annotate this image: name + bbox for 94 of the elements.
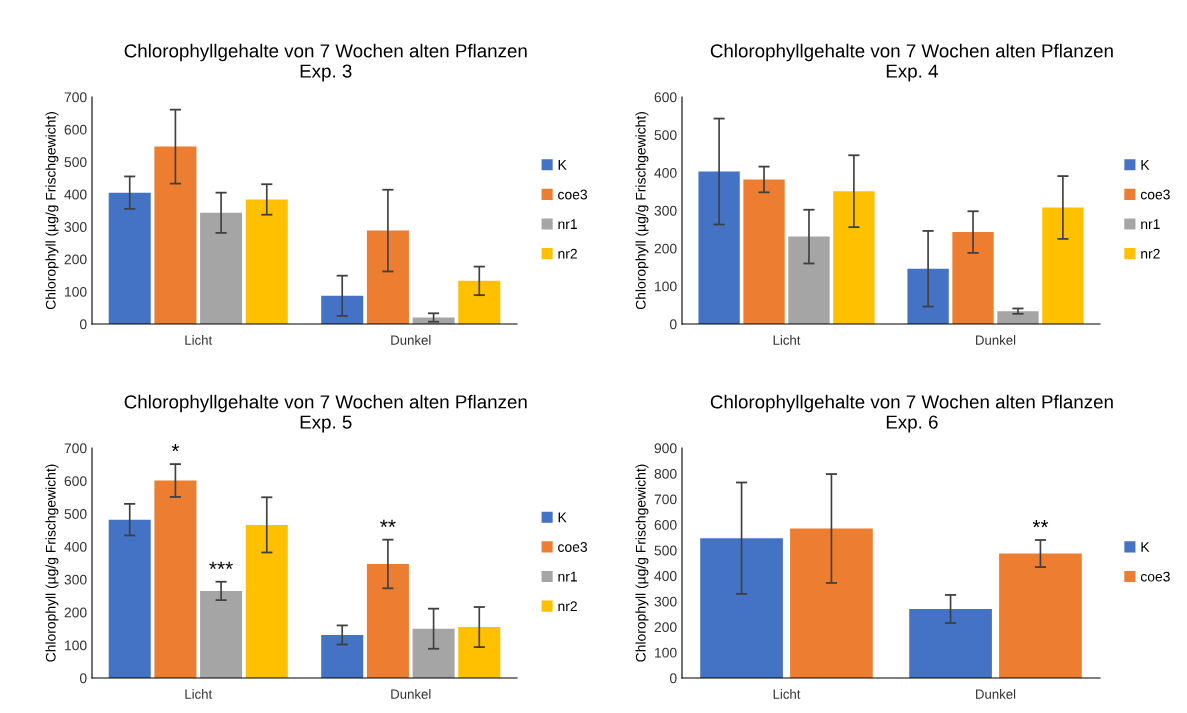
annotation: *** xyxy=(209,561,233,569)
y-tick-label: 300 xyxy=(654,596,677,607)
legend-label: nr2 xyxy=(1141,248,1160,259)
legend-label: coe3 xyxy=(1140,571,1170,582)
bar xyxy=(458,627,501,678)
bar xyxy=(788,236,830,324)
bar xyxy=(909,609,992,678)
legend-label: K xyxy=(558,512,567,523)
chart-title: Chlorophyllgehalte von 7 Wochen alten Pflanzen Exp. 5 xyxy=(124,394,527,433)
y-tick-label: 300 xyxy=(64,222,87,232)
bar xyxy=(907,268,949,324)
y-tick-label: 500 xyxy=(654,545,677,556)
chart-title: Chlorophyllgehalte von 7 Wochen alten Pflanzen Exp. 6 xyxy=(710,394,1113,433)
y-tick-label: 400 xyxy=(64,189,87,200)
y-tick-label: 700 xyxy=(654,494,677,505)
y-tick-label: 500 xyxy=(64,157,87,168)
bar xyxy=(200,590,243,678)
y-tick-label: 600 xyxy=(64,476,87,487)
x-tick-label: Licht xyxy=(773,689,801,699)
bar xyxy=(245,524,288,678)
bar xyxy=(997,311,1039,324)
x-tick-label: Licht xyxy=(185,689,213,699)
legend-label: coe3 xyxy=(558,542,588,552)
y-tick-label: 0 xyxy=(669,673,677,684)
x-tick-label: Dunkel xyxy=(976,689,1016,699)
legend-label: coe3 xyxy=(558,189,588,200)
x-tick-label: Dunkel xyxy=(976,335,1016,345)
y-tick-label: 0 xyxy=(79,673,87,684)
bar xyxy=(200,212,243,324)
legend-label: nr1 xyxy=(558,571,577,582)
annotation: ** xyxy=(380,519,396,527)
y-tick-label: 500 xyxy=(64,509,87,519)
y-tick-label: 400 xyxy=(654,571,677,581)
legend-label: nr1 xyxy=(1141,219,1160,229)
y-tick-label: 100 xyxy=(655,647,677,658)
y-axis-title: Chlorophyll (µg/g Frischgewicht) xyxy=(45,112,59,310)
bar xyxy=(833,191,875,324)
bar xyxy=(321,634,364,678)
y-tick-label: 0 xyxy=(669,319,677,330)
y-axis-title: Chlorophyll (µg/g Frischgewicht) xyxy=(635,464,649,662)
x-tick-label: Dunkel xyxy=(391,689,431,699)
y-tick-label: 300 xyxy=(654,205,677,216)
bar xyxy=(952,232,994,324)
y-tick-label: 200 xyxy=(64,254,87,265)
legend-label: K xyxy=(1141,160,1150,170)
y-axis-title: Chlorophyll (µg/g Frischgewicht) xyxy=(45,464,59,662)
bar xyxy=(412,628,455,678)
bar xyxy=(743,179,785,324)
annotation: ** xyxy=(1032,519,1049,528)
bar xyxy=(321,295,364,324)
y-tick-label: 400 xyxy=(64,541,87,552)
annotation: * xyxy=(171,444,180,452)
bar xyxy=(700,538,783,678)
y-tick-label: 400 xyxy=(654,168,677,178)
bar xyxy=(245,199,288,324)
y-tick-label: 600 xyxy=(654,92,677,103)
y-tick-label: 800 xyxy=(654,468,677,479)
y-tick-label: 500 xyxy=(654,130,677,140)
y-tick-label: 0 xyxy=(79,319,87,330)
y-tick-label: 900 xyxy=(654,443,677,454)
legend-label: K xyxy=(558,160,567,170)
y-tick-label: 600 xyxy=(654,520,677,530)
bar xyxy=(108,519,151,678)
bar xyxy=(154,480,197,678)
x-tick-label: Dunkel xyxy=(391,335,431,345)
y-axis-title: Chlorophyll (µg/g Frischgewicht) xyxy=(635,112,649,310)
bar xyxy=(366,230,409,324)
y-tick-label: 200 xyxy=(654,243,677,254)
bar xyxy=(458,280,501,324)
x-tick-label: Licht xyxy=(185,335,213,345)
legend-label: nr2 xyxy=(558,248,577,259)
bar xyxy=(999,553,1082,678)
chart-title: Chlorophyllgehalte von 7 Wochen alten Pflanzen Exp. 3 xyxy=(124,43,527,82)
y-tick-label: 600 xyxy=(64,124,87,135)
y-tick-label: 200 xyxy=(64,607,87,618)
y-tick-label: 300 xyxy=(64,574,87,585)
x-tick-label: Licht xyxy=(773,335,801,345)
legend-label: nr1 xyxy=(558,219,577,229)
legend-label: nr2 xyxy=(558,601,577,612)
bar xyxy=(154,146,197,324)
legend-label: K xyxy=(1141,542,1150,552)
chart-title: Chlorophyllgehalte von 7 Wochen alten Pflanzen Exp. 4 xyxy=(710,43,1113,82)
y-tick-label: 100 xyxy=(655,281,677,292)
y-tick-label: 700 xyxy=(64,443,87,454)
y-tick-label: 100 xyxy=(65,640,87,651)
bar xyxy=(108,192,151,324)
bar xyxy=(1042,207,1084,324)
bar xyxy=(790,528,873,678)
legend-label: coe3 xyxy=(1140,189,1170,200)
y-tick-label: 200 xyxy=(654,622,677,633)
y-tick-label: 100 xyxy=(65,286,87,297)
bar xyxy=(698,171,740,324)
bar xyxy=(366,563,409,678)
y-tick-label: 700 xyxy=(64,92,87,103)
